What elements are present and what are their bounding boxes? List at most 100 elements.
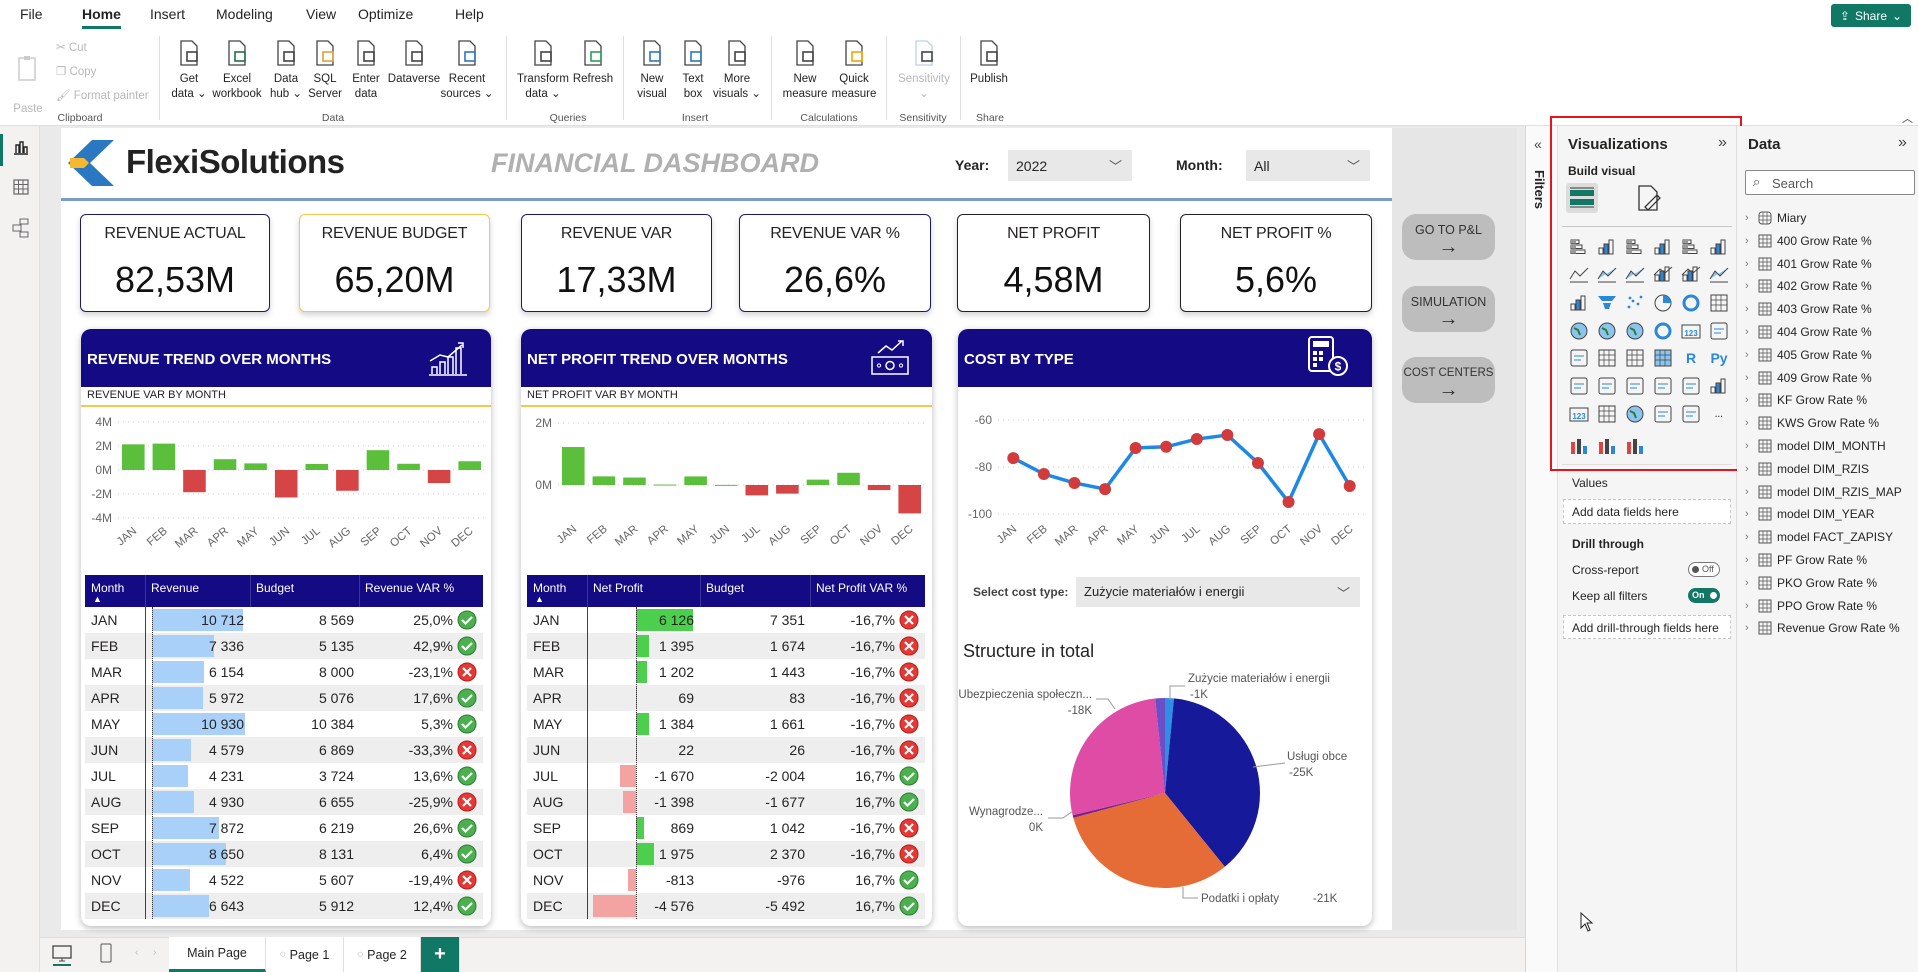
table-row[interactable]: SEP 7 872 6 219 26,6% — [85, 815, 483, 841]
page-tab-page-2[interactable]: ◌ Page 2 — [344, 937, 421, 972]
table-row[interactable]: AUG -1 398 -1 677 16,7% — [527, 789, 925, 815]
table-row[interactable]: JUN 22 26 -16,7% — [527, 737, 925, 763]
ribbon-chart-icon[interactable] — [1708, 263, 1730, 285]
custom-visual-1-icon[interactable] — [1568, 436, 1590, 458]
data-hub-button[interactable]: Data hub ⌄ — [256, 38, 316, 102]
chevron-right-icon[interactable]: › — [1745, 234, 1749, 247]
qa-icon[interactable] — [1624, 375, 1646, 397]
column-header[interactable]: Revenue VAR % — [365, 581, 455, 595]
clustered-bar-chart-icon[interactable] — [1624, 236, 1646, 258]
filled-map-icon[interactable] — [1596, 320, 1618, 342]
sort-ascending-icon[interactable]: ▲ — [93, 594, 102, 604]
chevron-right-icon[interactable]: › — [1745, 348, 1749, 361]
chevron-right-icon[interactable]: › — [1745, 599, 1749, 612]
column-header[interactable]: Budget — [706, 581, 745, 595]
format-visual-icon[interactable] — [1635, 183, 1663, 213]
page-tab-main-page[interactable]: Main Page — [169, 937, 266, 972]
format-painter-button[interactable]: 🖌 Format painter — [56, 88, 149, 102]
data-table-item[interactable]: › 409 Grow Rate % — [1745, 368, 1872, 388]
chevron-right-icon[interactable]: › — [1745, 485, 1749, 498]
100-stacked-column-chart-icon[interactable] — [1708, 236, 1730, 258]
table-row[interactable]: MAR 1 202 1 443 -16,7% — [527, 659, 925, 685]
menu-view[interactable]: View — [306, 6, 337, 22]
chevron-right-icon[interactable]: › — [1745, 531, 1749, 544]
chevron-right-icon[interactable]: › — [1745, 326, 1749, 338]
collapse-ribbon-icon[interactable]: ︿ — [1902, 113, 1913, 125]
data-table-item[interactable]: › 401 Grow Rate % — [1745, 254, 1872, 274]
chevron-right-icon[interactable]: › — [1745, 212, 1749, 224]
chevron-right-icon[interactable]: › — [1745, 508, 1749, 521]
menu-insert[interactable]: Insert — [150, 6, 186, 22]
table-row[interactable]: AUG 4 930 6 655 -25,9% — [85, 789, 483, 815]
month-slicer[interactable]: All ﹀ — [1246, 150, 1370, 181]
power-apps-icon[interactable] — [1652, 403, 1674, 425]
line-and-stacked-column-chart-icon[interactable] — [1652, 263, 1674, 285]
table-row[interactable]: MAR 6 154 8 000 -23,1% — [85, 659, 483, 685]
simulation-button[interactable]: SIMULATION → — [1402, 286, 1495, 332]
gauge-icon[interactable] — [1652, 320, 1674, 342]
table-row[interactable]: JAN 10 712 8 569 25,0% — [85, 607, 483, 633]
year-slicer[interactable]: 2022 ﹀ — [1008, 150, 1132, 181]
publish-button[interactable]: Publish — [959, 38, 1019, 87]
100-stacked-bar-chart-icon[interactable] — [1680, 236, 1702, 258]
clustered-column-chart-icon[interactable] — [1652, 236, 1674, 258]
funnel-chart-icon[interactable] — [1596, 292, 1618, 314]
build-visual-tab[interactable] — [1566, 183, 1598, 213]
azure-map-icon[interactable] — [1624, 320, 1646, 342]
data-search-input[interactable]: ⌕ Search — [1745, 170, 1915, 195]
text-box-button[interactable]: Text box — [663, 38, 723, 102]
table-row[interactable]: SEP 869 1 042 -16,7% — [527, 815, 925, 841]
transform-data-button[interactable]: Transform data ⌄ — [513, 38, 573, 102]
add-data-fields-dropzone[interactable]: Add data fields here — [1563, 499, 1731, 524]
python-visual-icon[interactable]: Py — [1708, 347, 1730, 369]
data-table-item[interactable]: › KF Grow Rate % — [1745, 390, 1867, 410]
line-chart-icon[interactable] — [1568, 263, 1590, 285]
column-header[interactable]: Month — [533, 581, 567, 595]
chevron-right-icon[interactable]: › — [1745, 440, 1749, 452]
go-to-pl-button[interactable]: GO TO P&L → — [1402, 214, 1495, 260]
column-header[interactable]: Month — [91, 581, 125, 595]
card-icon[interactable]: 123 — [1680, 320, 1702, 342]
table-icon[interactable] — [1624, 347, 1646, 369]
line-and-clustered-column-chart-icon[interactable] — [1680, 263, 1702, 285]
table-row[interactable]: MAY 10 930 10 384 5,3% — [85, 711, 483, 737]
paginated-report-icon[interactable] — [1708, 375, 1730, 397]
data-table-item[interactable]: › model DIM_RZIS_MAP — [1745, 482, 1902, 502]
cost-centers-button[interactable]: COST CENTERS → — [1402, 357, 1495, 403]
sql-server-button[interactable]: SQL Server — [295, 38, 355, 102]
data-table-item[interactable]: › PPO Grow Rate % — [1745, 596, 1877, 616]
column-header[interactable]: Budget — [256, 581, 295, 595]
power-automate-icon[interactable] — [1680, 403, 1702, 425]
donut-chart-icon[interactable] — [1680, 292, 1702, 314]
key-influencers-icon[interactable] — [1568, 375, 1590, 397]
report-view-icon[interactable] — [12, 138, 30, 156]
data-table-item[interactable]: › Revenue Grow Rate % — [1745, 618, 1900, 638]
data-table-item[interactable]: › 400 Grow Rate % — [1745, 231, 1872, 251]
metrics-icon[interactable] — [1680, 375, 1702, 397]
chevron-right-icon[interactable]: › — [1745, 394, 1749, 407]
table-row[interactable]: NOV -813 -976 16,7% — [527, 867, 925, 893]
chevron-right-icon[interactable]: › — [1745, 303, 1749, 316]
custom-visual-2-icon[interactable] — [1596, 436, 1618, 458]
slicer-new-icon[interactable] — [1596, 403, 1618, 425]
sensitivity-button[interactable]: Sensitivity ⌄ — [894, 38, 954, 102]
data-table-item[interactable]: › model DIM_YEAR — [1745, 504, 1874, 524]
table-row[interactable]: JAN 6 126 7 351 -16,7% — [527, 607, 925, 633]
kpi-icon[interactable] — [1568, 347, 1590, 369]
card-new-icon[interactable]: 123 — [1568, 403, 1590, 425]
data-table-item[interactable]: › 403 Grow Rate % — [1745, 299, 1872, 319]
add-page-button[interactable]: + — [421, 937, 460, 972]
new-measure-button[interactable]: New measure — [775, 38, 835, 102]
table-row[interactable]: NOV 4 522 5 607 -19,4% — [85, 867, 483, 893]
table-row[interactable]: DEC 6 643 5 912 12,4% — [85, 893, 483, 919]
menu-modeling[interactable]: Modeling — [216, 6, 273, 22]
cross-report-toggle[interactable]: Off — [1688, 562, 1720, 577]
scatter-chart-icon[interactable] — [1624, 292, 1646, 314]
table-row[interactable]: MAY 1 384 1 661 -16,7% — [527, 711, 925, 737]
desktop-layout-icon[interactable] — [52, 944, 72, 966]
dataverse-button[interactable]: Dataverse — [384, 38, 444, 87]
table-row[interactable]: JUL 4 231 3 724 13,6% — [85, 763, 483, 789]
chevron-right-icon[interactable]: › — [1745, 280, 1749, 293]
keep-all-filters-toggle[interactable]: On — [1688, 588, 1720, 603]
chevron-right-icon[interactable]: › — [1745, 417, 1749, 430]
